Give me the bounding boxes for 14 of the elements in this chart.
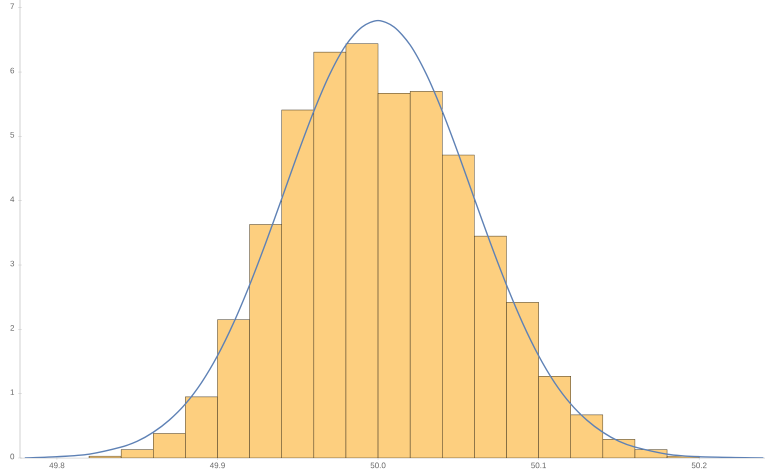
x-tick-label: 50.2 xyxy=(692,462,707,468)
x-tick-label: 49.8 xyxy=(49,462,64,468)
line-series xyxy=(24,20,764,458)
y-tick-label: 0 xyxy=(10,454,14,460)
y-tick-label: 1 xyxy=(10,389,14,395)
y-tick-label: 2 xyxy=(10,325,14,331)
y-tick-label: 3 xyxy=(10,260,14,266)
y-tick-label: 4 xyxy=(10,196,14,202)
x-tick-label: 50.0 xyxy=(370,462,386,468)
y-tick-label: 6 xyxy=(10,68,14,74)
y-tick-label: 5 xyxy=(10,132,14,138)
y-tick-label: 7 xyxy=(10,3,14,9)
x-tick-label: 50.1 xyxy=(531,462,546,468)
x-tick-label: 49.9 xyxy=(210,462,225,468)
